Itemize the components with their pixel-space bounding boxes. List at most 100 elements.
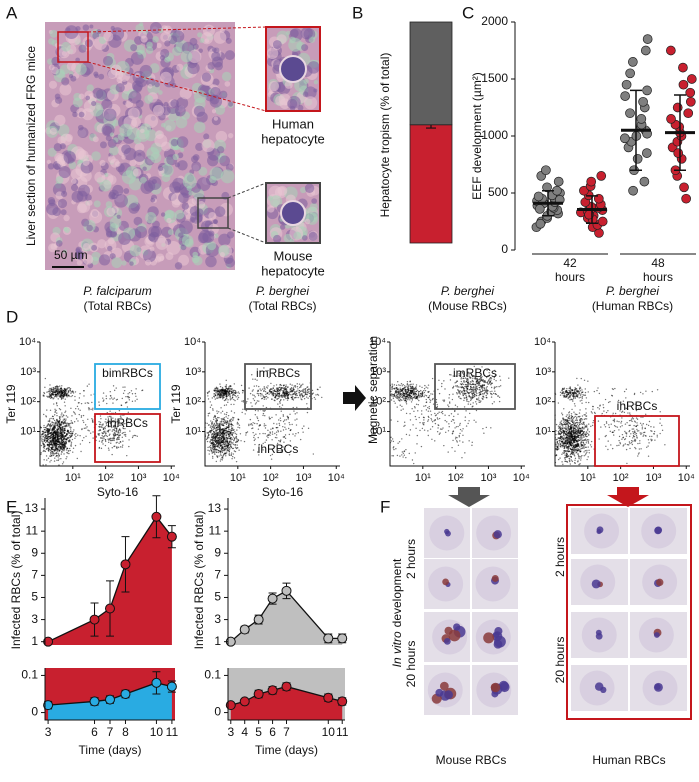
event-dot (230, 423, 232, 426)
event-dot (291, 388, 293, 390)
event-dot (282, 387, 284, 389)
event-dot (303, 395, 306, 397)
point (281, 585, 292, 596)
event-dot (254, 409, 257, 412)
event-dot (110, 440, 112, 442)
event-dot (115, 399, 118, 401)
event-dot (105, 422, 108, 425)
event-dot (59, 408, 62, 411)
event-dot (62, 419, 64, 421)
event-dot (262, 405, 264, 407)
tissue-texture (63, 214, 70, 222)
event-dot (123, 434, 126, 436)
event-dot (40, 436, 42, 438)
event-dot (407, 398, 409, 401)
event-dot (216, 445, 218, 448)
event-dot (299, 438, 302, 441)
inset-frame (265, 182, 321, 244)
tissue-texture (313, 88, 318, 93)
event-dot (51, 393, 54, 396)
event-dot (124, 435, 127, 437)
tissue-texture (191, 161, 202, 172)
tissue-texture (225, 163, 234, 172)
event-dot (486, 382, 489, 384)
event-dot (71, 391, 74, 393)
event-dot (238, 449, 240, 451)
event-dot (402, 387, 405, 390)
event-dot (487, 380, 489, 383)
event-dot (277, 397, 280, 400)
side-label: Liver section of humanized FRG mice (24, 46, 38, 246)
event-dot (218, 397, 220, 399)
event-dot (57, 437, 60, 439)
event-dot (456, 393, 458, 395)
event-dot (42, 450, 44, 453)
x-tick-label: 10⁴ (163, 472, 180, 484)
tissue-texture (94, 73, 99, 79)
tissue-texture (62, 249, 67, 254)
event-dot (62, 392, 64, 394)
tissue-texture (219, 155, 231, 167)
event-dot (83, 427, 86, 430)
event-dot (305, 393, 307, 396)
bar-segment (409, 124, 453, 244)
y-tick-label: 13 (25, 501, 39, 515)
event-dot (71, 438, 74, 441)
event-dot (50, 431, 53, 434)
event-dot (419, 385, 421, 387)
event-dot (132, 435, 134, 437)
event-dot (423, 388, 426, 390)
event-dot (233, 457, 236, 459)
event-dot (60, 388, 63, 390)
event-dot (216, 416, 219, 419)
event-dot (66, 430, 69, 432)
tissue-texture (193, 105, 206, 117)
event-dot (280, 396, 282, 398)
event-dot (207, 449, 209, 452)
event-dot (238, 424, 241, 426)
event-dot (49, 453, 52, 455)
event-dot (251, 427, 253, 430)
event-dot (485, 394, 487, 397)
event-dot (401, 385, 403, 387)
event-dot (267, 436, 269, 439)
event-dot (55, 403, 58, 405)
event-dot (118, 438, 120, 440)
tissue-texture (110, 25, 115, 31)
event-dot (212, 408, 214, 410)
event-dot (57, 452, 59, 454)
event-dot (213, 393, 215, 395)
tissue-texture (57, 124, 70, 137)
y-axis-label: Ter 119 (4, 384, 18, 423)
event-dot (412, 383, 414, 385)
event-dot (223, 417, 226, 419)
event-dot (220, 395, 222, 397)
event-dot (232, 419, 234, 422)
tissue-texture (65, 133, 73, 142)
event-dot (73, 421, 76, 423)
event-dot (222, 428, 224, 430)
tissue-texture (111, 257, 123, 269)
event-dot (63, 449, 65, 452)
event-dot (276, 389, 279, 392)
event-dot (79, 409, 81, 412)
tissue-texture (163, 101, 169, 107)
tissue-texture (197, 201, 206, 209)
tissue-texture (184, 238, 194, 248)
event-dot (221, 456, 223, 459)
event-dot (257, 394, 260, 397)
event-dot (273, 389, 276, 391)
event-dot (210, 446, 212, 449)
x-tick-label: 10 (150, 725, 164, 739)
event-dot (59, 396, 62, 398)
tissue-texture (213, 31, 227, 44)
event-dot (409, 384, 411, 386)
event-dot (391, 393, 393, 396)
event-dot (124, 386, 126, 388)
tissue-texture (201, 72, 212, 82)
event-dot (492, 392, 495, 395)
gate-label: ihRBCs (107, 416, 148, 430)
event-dot (106, 402, 108, 405)
event-dot (284, 426, 286, 429)
tissue-texture (76, 203, 87, 214)
